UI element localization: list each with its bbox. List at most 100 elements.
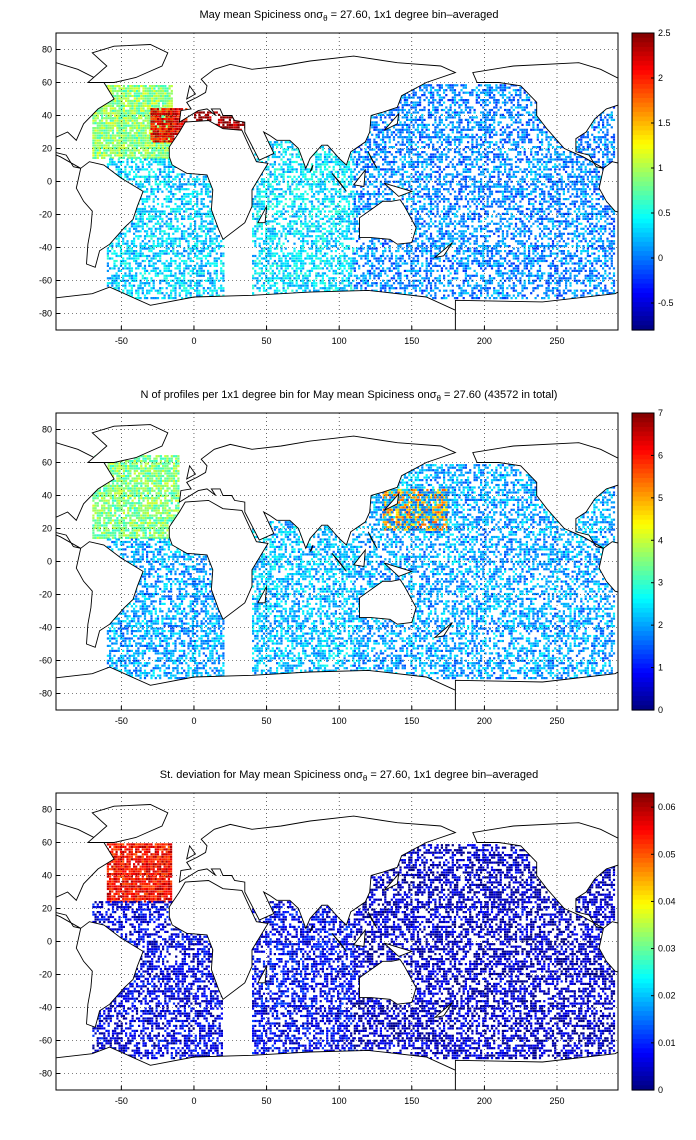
data-cell	[322, 181, 324, 183]
data-cell	[205, 178, 207, 180]
data-cell	[146, 218, 148, 220]
data-cell	[145, 92, 147, 94]
data-cell	[360, 245, 362, 247]
data-cell	[307, 285, 309, 287]
data-cell	[259, 208, 261, 210]
data-cell	[140, 158, 142, 160]
data-cell	[331, 158, 333, 160]
data-cell	[362, 156, 364, 158]
data-cell	[354, 230, 356, 232]
data-cell	[159, 230, 161, 232]
data-cell	[328, 220, 330, 222]
data-cell	[97, 157, 99, 159]
data-cell	[196, 262, 198, 264]
data-cell	[153, 147, 155, 149]
data-cell	[140, 235, 142, 237]
data-cell	[265, 238, 267, 240]
data-cell	[131, 166, 133, 168]
data-cell	[276, 245, 278, 247]
data-cell	[233, 121, 235, 123]
data-cell	[216, 245, 218, 247]
data-cell	[209, 223, 211, 225]
data-cell	[137, 186, 139, 188]
data-cell	[179, 188, 181, 190]
data-cell	[313, 173, 315, 175]
data-cell	[315, 257, 317, 259]
data-cell	[267, 228, 269, 230]
data-cell	[144, 230, 146, 232]
data-cell	[172, 228, 174, 230]
data-cell	[174, 267, 176, 269]
data-cell	[103, 144, 105, 146]
data-cell	[317, 198, 319, 200]
data-cell	[177, 245, 179, 247]
data-cell	[170, 191, 172, 193]
data-cell	[201, 230, 203, 232]
data-cell	[201, 225, 203, 227]
data-cell	[148, 215, 150, 217]
data-cell	[315, 176, 317, 178]
data-cell	[113, 163, 115, 165]
data-cell	[207, 248, 209, 250]
data-cell	[153, 121, 155, 123]
data-cell	[177, 280, 179, 282]
data-cell	[148, 228, 150, 230]
data-cell	[127, 135, 129, 137]
data-cell	[335, 156, 337, 158]
data-cell	[190, 198, 192, 200]
data-cell	[220, 277, 222, 279]
data-cell	[216, 270, 218, 272]
data-cell	[263, 201, 265, 203]
data-cell	[172, 128, 174, 130]
data-cell	[147, 87, 149, 89]
data-cell	[150, 265, 152, 267]
data-cell	[124, 260, 126, 262]
data-cell	[320, 287, 322, 289]
data-cell	[138, 102, 140, 104]
data-cell	[267, 230, 269, 232]
data-cell	[153, 208, 155, 210]
data-cell	[129, 166, 131, 168]
data-cell	[265, 248, 267, 250]
data-cell	[274, 228, 276, 230]
data-cell	[283, 243, 285, 245]
data-cell	[298, 156, 300, 158]
data-cell	[118, 85, 120, 87]
data-cell	[151, 90, 153, 92]
data-cell	[156, 90, 158, 92]
data-cell	[168, 128, 170, 130]
data-cell	[172, 210, 174, 212]
data-cell	[137, 210, 139, 212]
data-cell	[146, 181, 148, 183]
data-cell	[179, 228, 181, 230]
data-cell	[174, 208, 176, 210]
data-cell	[121, 135, 123, 137]
data-cell	[348, 218, 350, 220]
data-cell	[177, 118, 179, 120]
data-cell	[265, 243, 267, 245]
data-cell	[270, 257, 272, 259]
data-cell	[147, 120, 149, 122]
data-cell	[161, 130, 163, 132]
data-cell	[123, 127, 125, 129]
data-cell	[194, 245, 196, 247]
data-cell	[116, 272, 118, 274]
data-cell	[179, 243, 181, 245]
data-cell	[348, 168, 350, 170]
data-cell	[283, 228, 285, 230]
data-cell	[146, 280, 148, 282]
data-cell	[156, 154, 158, 156]
data-cell	[300, 245, 302, 247]
data-cell	[209, 196, 211, 198]
data-cell	[311, 176, 313, 178]
data-cell	[207, 270, 209, 272]
data-cell	[146, 201, 148, 203]
data-cell	[296, 193, 298, 195]
data-cell	[216, 290, 218, 292]
data-cell	[326, 163, 328, 165]
data-cell	[196, 243, 198, 245]
data-cell	[116, 277, 118, 279]
data-cell	[267, 243, 269, 245]
data-cell	[149, 152, 151, 154]
data-cell	[121, 130, 123, 132]
